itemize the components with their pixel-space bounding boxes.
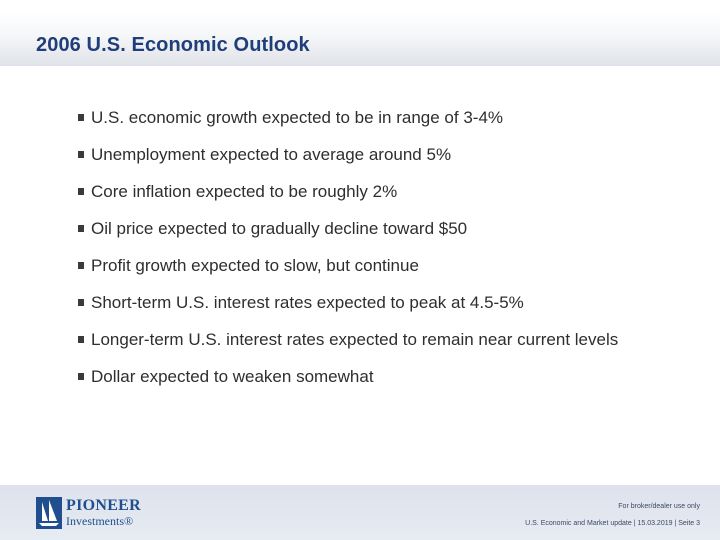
bullet-item: Short-term U.S. interest rates expected … xyxy=(78,293,678,313)
bullet-text: Unemployment expected to average around … xyxy=(91,145,452,164)
logo-subtitle: Investments® xyxy=(66,514,134,528)
bullet-text: Longer-term U.S. interest rates expected… xyxy=(91,330,619,349)
title-band xyxy=(0,12,720,66)
ship-sails-icon xyxy=(36,497,62,529)
bullet-item: Core inflation expected to be roughly 2% xyxy=(78,182,678,202)
bullet-square-icon xyxy=(78,151,84,158)
bullet-list: U.S. economic growth expected to be in r… xyxy=(78,108,678,404)
slide-title: 2006 U.S. Economic Outlook xyxy=(36,34,310,56)
bullet-item: Oil price expected to gradually decline … xyxy=(78,219,678,239)
bullet-text: Oil price expected to gradually decline … xyxy=(91,219,468,238)
bullet-square-icon xyxy=(78,262,84,269)
pioneer-logo: PIONEER Investments® xyxy=(36,497,156,531)
bullet-square-icon xyxy=(78,373,84,380)
footer-disclaimer: For broker/dealer use only xyxy=(618,503,700,510)
bullet-text: Core inflation expected to be roughly 2% xyxy=(91,182,398,201)
bullet-text: Dollar expected to weaken somewhat xyxy=(91,367,374,386)
bullet-item: Profit growth expected to slow, but cont… xyxy=(78,256,678,276)
bullet-item: Unemployment expected to average around … xyxy=(78,145,678,165)
footer-info: U.S. Economic and Market update | 15.03.… xyxy=(525,520,700,527)
bullet-text: Short-term U.S. interest rates expected … xyxy=(91,293,524,312)
bullet-item: Longer-term U.S. interest rates expected… xyxy=(78,330,671,350)
bullet-square-icon xyxy=(78,336,84,343)
bullet-square-icon xyxy=(78,299,84,306)
bullet-square-icon xyxy=(78,114,84,121)
footer-band xyxy=(0,485,720,540)
bullet-square-icon xyxy=(78,188,84,195)
bullet-text: Profit growth expected to slow, but cont… xyxy=(91,256,419,275)
bullet-square-icon xyxy=(78,225,84,232)
bullet-text: U.S. economic growth expected to be in r… xyxy=(91,108,504,127)
logo-name: PIONEER xyxy=(66,497,141,514)
bullet-item: Dollar expected to weaken somewhat xyxy=(78,367,678,387)
bullet-item: U.S. economic growth expected to be in r… xyxy=(78,108,678,128)
